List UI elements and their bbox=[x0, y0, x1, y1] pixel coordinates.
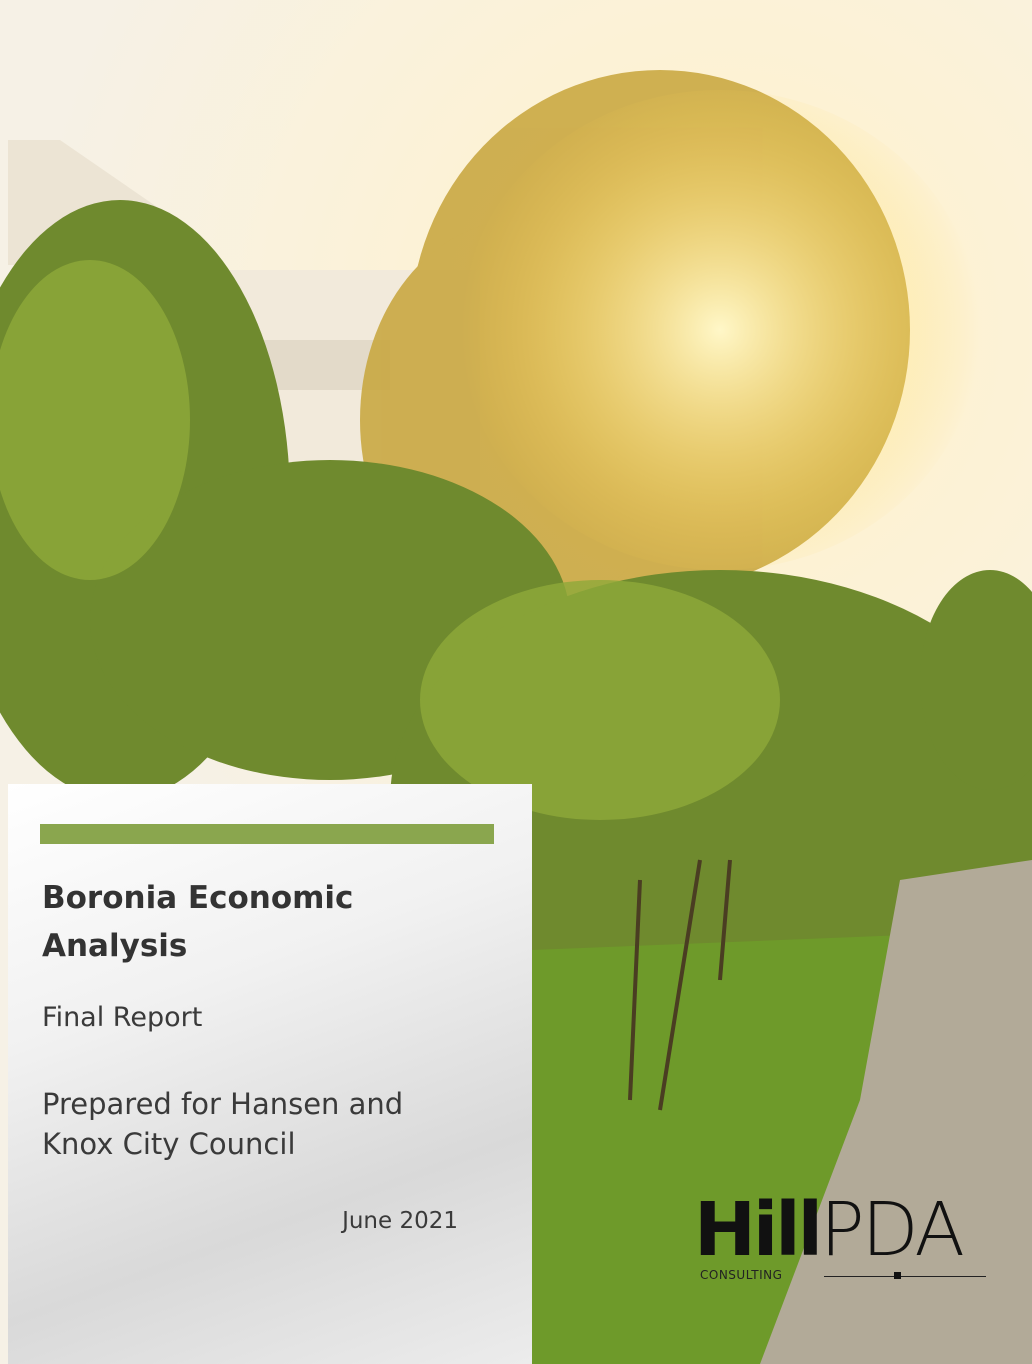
logo-dot bbox=[894, 1272, 901, 1279]
logo-bold: Hill bbox=[694, 1187, 820, 1273]
logo-rule bbox=[824, 1276, 986, 1277]
logo-light: PDA bbox=[820, 1187, 962, 1273]
title-panel: Boronia Economic Analysis Final Report P… bbox=[8, 784, 532, 1364]
date: June 2021 bbox=[342, 1208, 458, 1234]
page: Boronia Economic Analysis Final Report P… bbox=[0, 0, 1032, 1364]
accent-bar bbox=[40, 824, 494, 844]
subtitle: Final Report bbox=[42, 1002, 202, 1033]
title: Boronia Economic Analysis bbox=[42, 874, 422, 970]
prepared-for: Prepared for Hansen and Knox City Counci… bbox=[42, 1084, 462, 1164]
logo-wordmark: HillPDA bbox=[694, 1190, 962, 1270]
logo-tagline: CONSULTING bbox=[700, 1268, 782, 1282]
logo: HillPDA CONSULTING bbox=[694, 1190, 994, 1290]
